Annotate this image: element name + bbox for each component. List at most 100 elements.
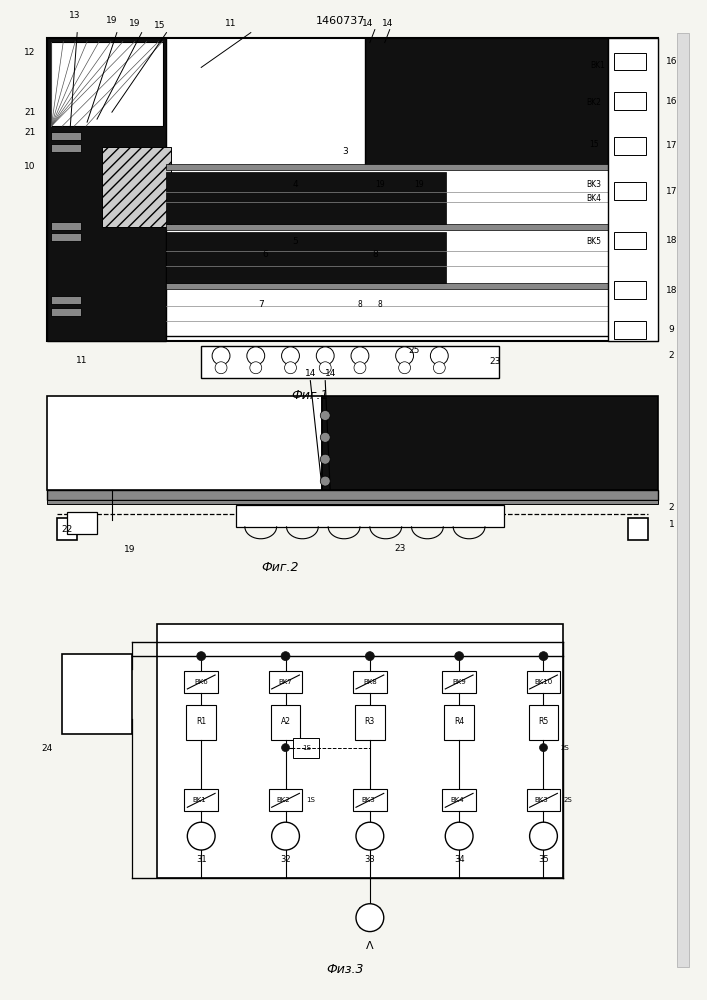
Bar <box>201 346 499 378</box>
Bar <box>236 505 504 527</box>
Text: BK5: BK5 <box>587 237 602 246</box>
Circle shape <box>354 362 366 374</box>
Text: 23: 23 <box>394 544 405 553</box>
Text: 25: 25 <box>409 346 420 355</box>
Text: BK2: BK2 <box>587 98 602 107</box>
Circle shape <box>247 347 264 365</box>
Text: 18: 18 <box>666 286 677 295</box>
Bar <box>166 164 608 170</box>
Text: Фиг.2: Фиг.2 <box>262 561 299 574</box>
Text: BK3: BK3 <box>534 797 549 803</box>
Text: 33: 33 <box>365 855 375 864</box>
Bar <box>677 33 689 967</box>
Text: 17: 17 <box>666 141 677 150</box>
Text: 3: 3 <box>342 147 348 156</box>
Circle shape <box>320 432 330 442</box>
Bar <box>608 38 658 341</box>
Bar <box>527 789 561 811</box>
Text: 9: 9 <box>669 325 674 334</box>
Bar <box>529 705 559 740</box>
Bar <box>444 705 474 740</box>
Circle shape <box>356 904 384 932</box>
Text: 21: 21 <box>24 128 35 137</box>
Text: 18: 18 <box>666 236 677 245</box>
Bar <box>443 789 476 811</box>
Circle shape <box>455 652 464 661</box>
Bar <box>166 224 608 230</box>
Circle shape <box>356 822 384 850</box>
Text: 24: 24 <box>42 744 53 753</box>
Bar <box>187 705 216 740</box>
Text: 5: 5 <box>293 237 298 246</box>
Text: Физ.3: Физ.3 <box>327 963 364 976</box>
Text: 2S: 2S <box>564 797 573 803</box>
Text: 23: 23 <box>489 357 501 366</box>
Circle shape <box>366 652 374 661</box>
Bar <box>614 321 645 339</box>
Bar <box>185 789 218 811</box>
Circle shape <box>187 822 215 850</box>
Circle shape <box>320 362 331 374</box>
Bar <box>614 182 645 200</box>
Circle shape <box>281 652 290 661</box>
Text: 17: 17 <box>666 187 677 196</box>
Bar <box>365 38 608 167</box>
Circle shape <box>445 822 473 850</box>
Bar <box>269 789 303 811</box>
Circle shape <box>316 347 334 365</box>
Text: BK1: BK1 <box>192 797 206 803</box>
Text: BK8: BK8 <box>363 679 377 685</box>
Bar <box>614 52 645 70</box>
Text: 1S: 1S <box>302 745 311 751</box>
Text: 4: 4 <box>293 180 298 189</box>
Bar <box>52 308 81 316</box>
Circle shape <box>539 744 547 752</box>
Bar <box>62 654 132 734</box>
Text: 6: 6 <box>263 250 269 259</box>
Text: R4: R4 <box>454 717 464 726</box>
Circle shape <box>320 410 330 420</box>
Text: R1: R1 <box>196 717 206 726</box>
Circle shape <box>433 362 445 374</box>
Bar <box>47 38 166 341</box>
Text: BK7: BK7 <box>279 679 293 685</box>
Text: 10: 10 <box>24 162 35 171</box>
Text: 32: 32 <box>280 855 291 864</box>
Text: 19: 19 <box>129 19 141 28</box>
Text: Фиг.1: Фиг.1 <box>291 389 329 402</box>
Bar <box>102 147 171 227</box>
Circle shape <box>530 822 557 850</box>
Text: R3: R3 <box>365 717 375 726</box>
Text: BK3: BK3 <box>361 797 375 803</box>
Bar <box>614 92 645 110</box>
Text: 1: 1 <box>669 520 674 529</box>
Text: 8: 8 <box>378 300 382 309</box>
Circle shape <box>320 476 330 486</box>
Bar <box>47 38 658 341</box>
Bar <box>156 624 563 878</box>
Circle shape <box>250 362 262 374</box>
Text: 14: 14 <box>305 369 316 378</box>
Bar <box>52 42 163 126</box>
Text: 2: 2 <box>669 503 674 512</box>
Bar <box>269 671 303 693</box>
Bar <box>52 296 81 304</box>
Text: BK10: BK10 <box>534 679 553 685</box>
Bar <box>322 396 658 490</box>
Bar <box>527 671 561 693</box>
Bar <box>47 396 322 490</box>
Bar <box>166 172 446 224</box>
Text: 14: 14 <box>325 369 336 378</box>
Text: BK4: BK4 <box>587 194 602 203</box>
Bar <box>614 232 645 249</box>
Text: 8: 8 <box>372 250 378 259</box>
Text: BK4: BK4 <box>450 797 464 803</box>
Bar <box>353 789 387 811</box>
Text: BK2: BK2 <box>276 797 291 803</box>
Text: 22: 22 <box>62 525 73 534</box>
Text: 31: 31 <box>196 855 206 864</box>
Text: 19: 19 <box>375 180 385 189</box>
Circle shape <box>215 362 227 374</box>
Bar <box>293 738 320 758</box>
Bar <box>52 132 81 140</box>
